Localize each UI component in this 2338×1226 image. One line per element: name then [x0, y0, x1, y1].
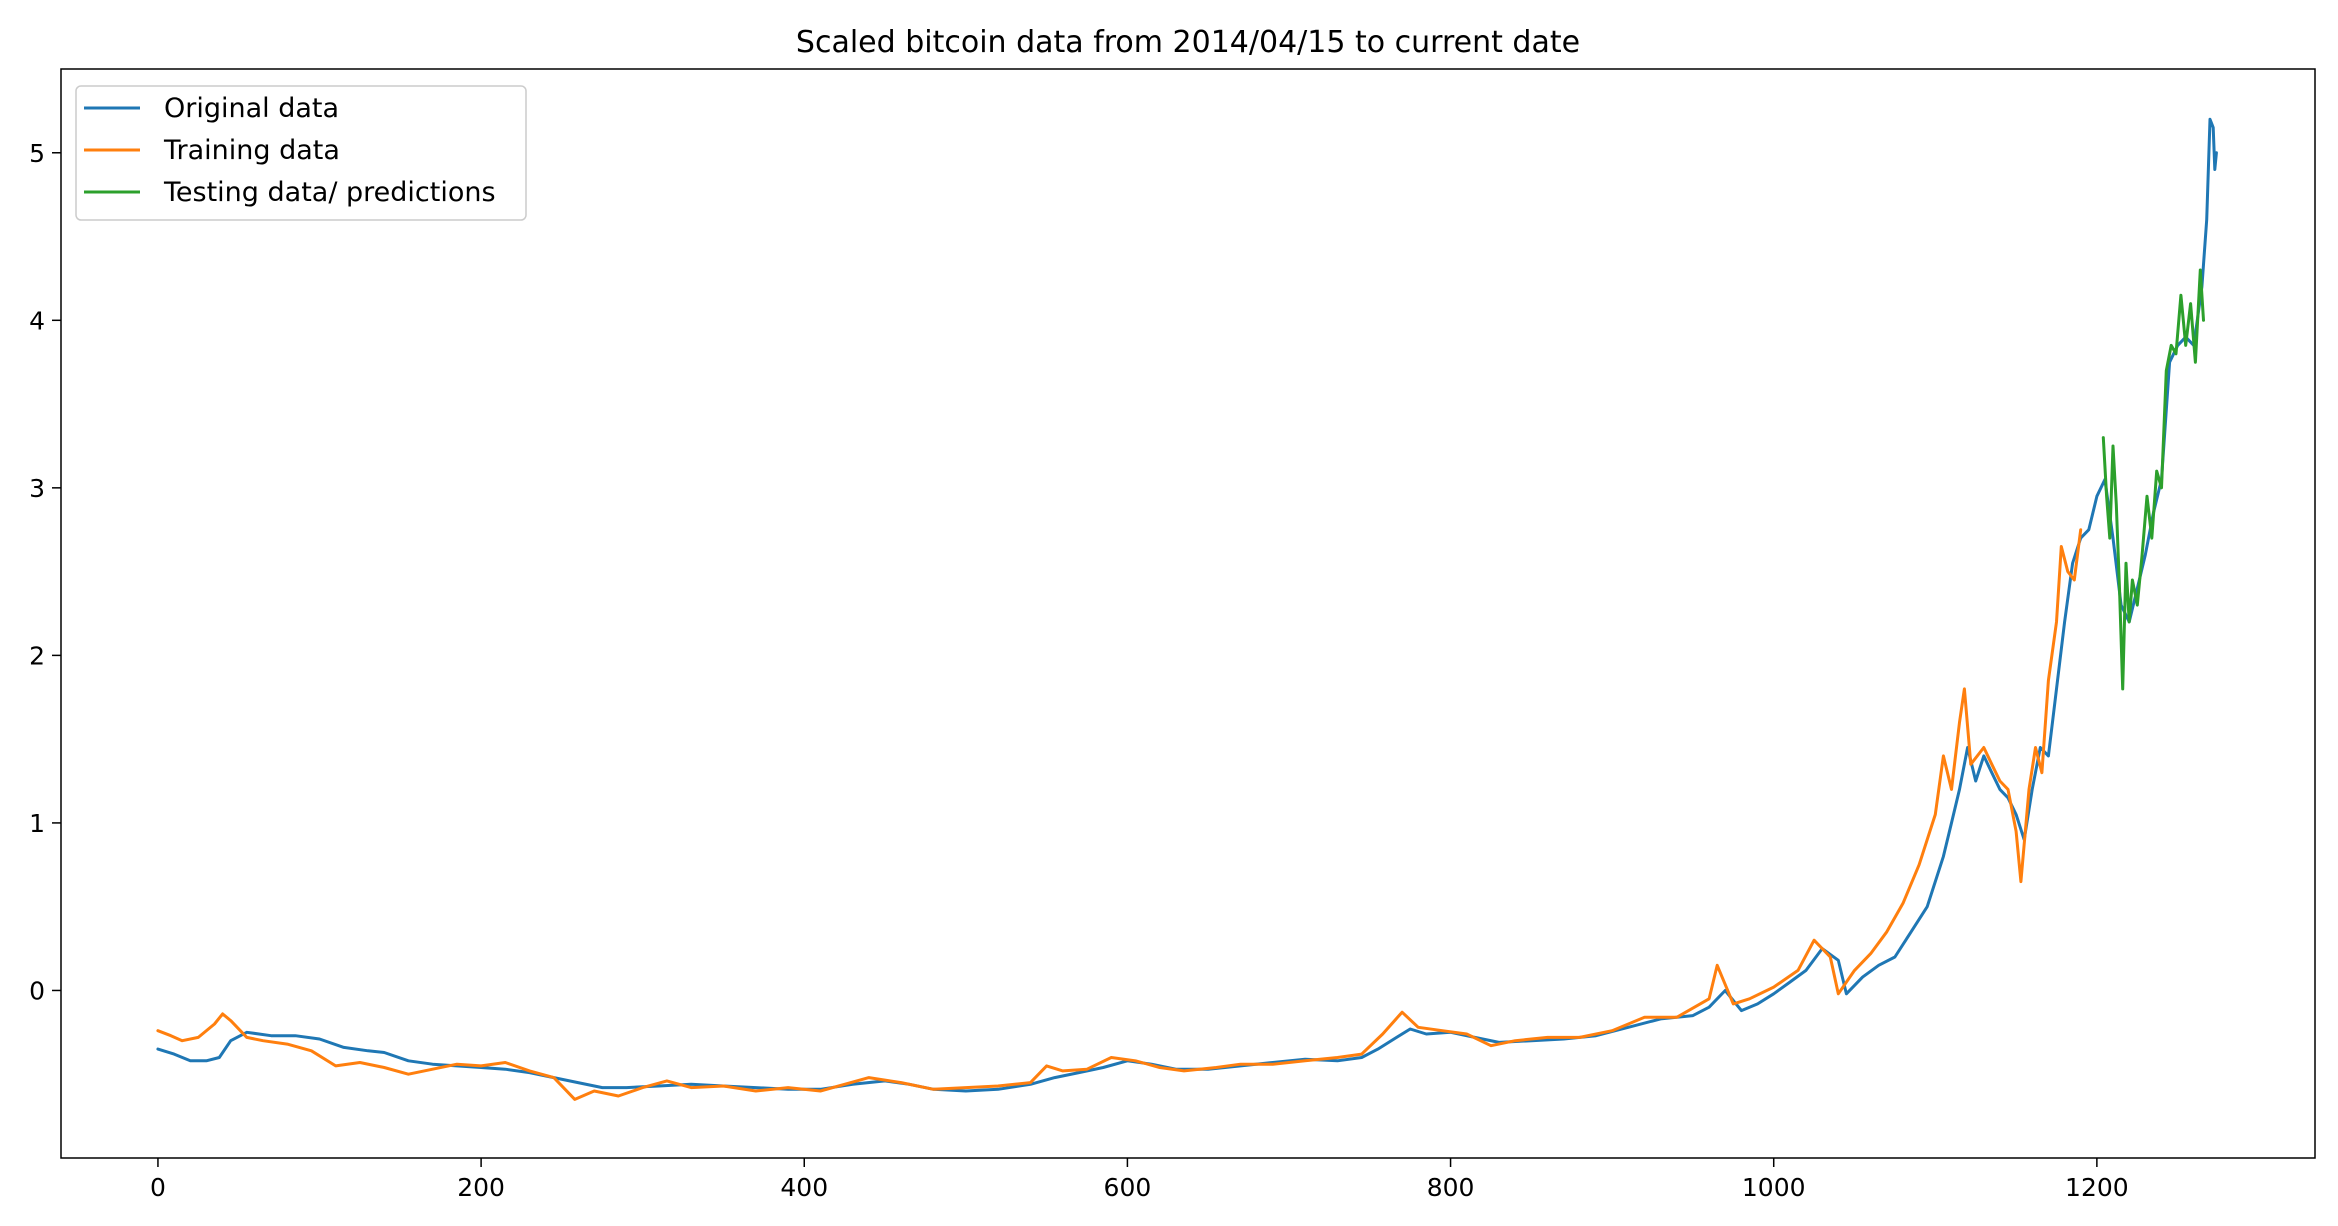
y-tick-label: 1 — [29, 809, 45, 838]
x-tick-label: 0 — [150, 1173, 166, 1202]
chart-title: Scaled bitcoin data from 2014/04/15 to c… — [796, 25, 1580, 60]
x-tick-label: 600 — [1104, 1173, 1152, 1202]
legend-box — [75, 85, 527, 221]
x-tick-label: 1200 — [2065, 1173, 2129, 1202]
axis-ticks: 0 200 400 600 800 1000 1200 0 1 2 3 4 5 — [29, 139, 2129, 1202]
y-tick-label: 0 — [29, 976, 45, 1005]
legend-label-0: Original data — [164, 93, 339, 124]
series-layer — [156, 117, 2218, 1101]
y-tick-label: 2 — [29, 641, 45, 670]
legend-label-2: Testing data/ predictions — [163, 177, 496, 208]
y-tick-label: 3 — [29, 474, 45, 503]
series-line-1 — [156, 528, 2083, 1101]
x-tick-label: 1000 — [1742, 1173, 1806, 1202]
legend-label-1: Training data — [163, 135, 340, 166]
plot-area — [60, 68, 2316, 1159]
series-line-2 — [2101, 268, 2205, 691]
x-tick-label: 200 — [457, 1173, 505, 1202]
y-tick-label: 4 — [29, 306, 45, 335]
x-tick-label: 800 — [1427, 1173, 1475, 1202]
legend-entries: Original data Training data Testing data/ … — [84, 93, 496, 208]
y-tick-label: 5 — [29, 139, 45, 168]
x-tick-label: 400 — [780, 1173, 828, 1202]
legend: Original data Training data Testing data/ … — [75, 85, 527, 221]
